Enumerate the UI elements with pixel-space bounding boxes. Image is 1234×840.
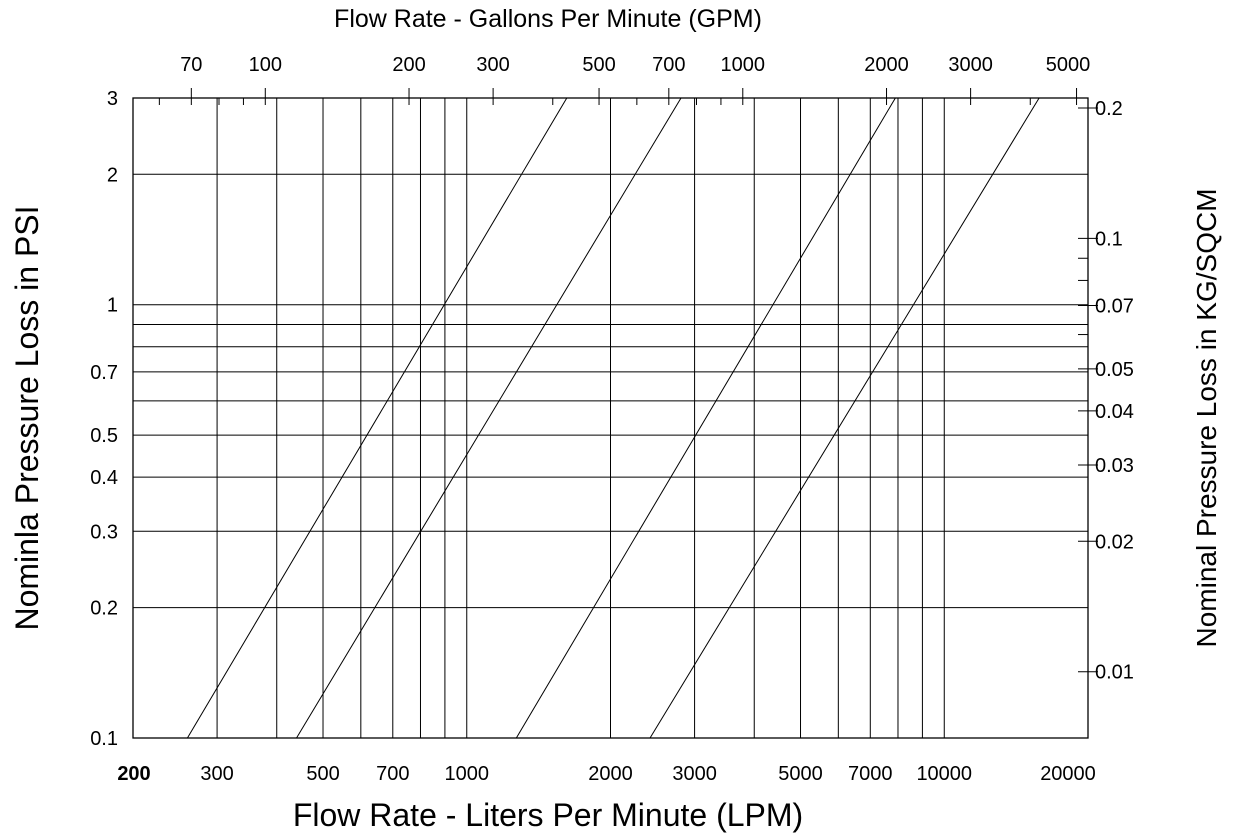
right-tick-label: 0.03	[1095, 455, 1134, 477]
x-tick-label: 300	[200, 763, 233, 785]
x-tick-label: 1000	[445, 763, 490, 785]
x-tick-label: 2000	[588, 763, 633, 785]
top-tick-label: 1000	[721, 54, 766, 76]
x-tick-label: 500	[306, 763, 339, 785]
top-tick-label: 300	[476, 54, 509, 76]
y-tick-label: 2	[107, 164, 118, 186]
flow-curve	[515, 97, 896, 739]
right-tick-label: 0.07	[1095, 296, 1134, 318]
top-tick-label: 3000	[948, 54, 993, 76]
bottom-axis-title: Flow Rate - Liters Per Minute (LPM)	[293, 797, 803, 833]
tick-marks	[158, 88, 1098, 673]
y-tick-label: 0.3	[90, 521, 118, 543]
plot-frame	[132, 97, 1089, 739]
x-tick-labels-top: 70 100 200 300 500 700 1000 2000 3000 50…	[180, 54, 1090, 76]
flow-curve	[296, 97, 682, 739]
x-tick-label: 700	[376, 763, 409, 785]
left-axis-title: Nominla Pressure Loss in PSI	[9, 205, 45, 630]
right-tick-label: 0.1	[1095, 228, 1123, 250]
x-tick-label: 20000	[1040, 763, 1096, 785]
x-tick-label: 5000	[778, 763, 823, 785]
y-tick-label: 0.2	[90, 598, 118, 620]
x-tick-labels-bottom: 200 300 500 700 1000 2000 3000 5000 7000…	[117, 763, 1096, 785]
x-tick-label: 200	[117, 763, 150, 785]
right-tick-label: 0.05	[1095, 359, 1134, 381]
y-tick-label: 0.5	[90, 425, 118, 447]
y-tick-label: 3	[107, 88, 118, 110]
y-tick-label: 0.1	[90, 728, 118, 750]
right-axis-title: Nominal Pressure Loss in KG/SQCM	[1191, 188, 1222, 647]
flow-curve	[186, 97, 568, 739]
y-tick-label: 0.4	[90, 467, 118, 489]
top-axis-title: Flow Rate - Gallons Per Minute (GPM)	[334, 5, 762, 33]
x-tick-label: 7000	[848, 763, 893, 785]
top-tick-label: 5000	[1046, 54, 1091, 76]
right-tick-label: 0.01	[1095, 662, 1134, 684]
y-tick-label: 0.7	[90, 362, 118, 384]
grid-lines	[133, 98, 1088, 738]
right-tick-label: 0.02	[1095, 531, 1134, 553]
right-tick-label: 0.04	[1095, 401, 1134, 423]
x-tick-label: 3000	[672, 763, 717, 785]
x-tick-label: 10000	[916, 763, 972, 785]
flow-curves	[186, 97, 1040, 739]
top-tick-label: 100	[249, 54, 282, 76]
top-tick-label: 700	[652, 54, 685, 76]
flow-curve	[649, 97, 1040, 739]
top-tick-label: 500	[582, 54, 615, 76]
top-tick-label: 2000	[864, 54, 909, 76]
y-tick-labels-right: 0.2 0.1 0.07 0.05 0.04 0.03 0.02 0.01	[1095, 98, 1134, 684]
right-tick-label: 0.2	[1095, 98, 1123, 120]
top-tick-label: 200	[392, 54, 425, 76]
y-tick-labels-left: 0.1 0.2 0.3 0.4 0.5 0.7 1 2 3	[90, 88, 118, 750]
y-tick-label: 1	[107, 295, 118, 317]
top-tick-label: 70	[180, 54, 202, 76]
